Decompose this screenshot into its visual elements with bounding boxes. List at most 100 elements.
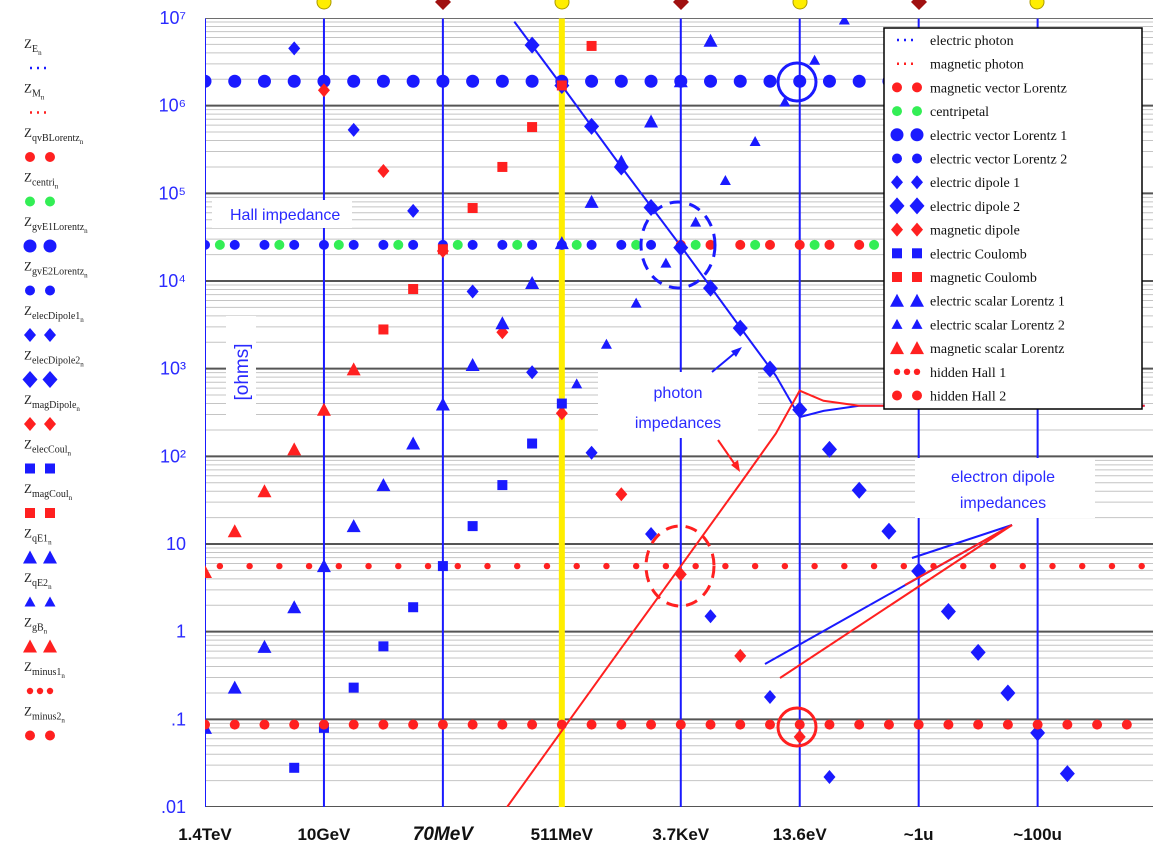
data-point <box>408 602 419 613</box>
data-point <box>703 33 718 47</box>
symbol-sub: qvBLorentz <box>32 133 80 144</box>
data-point <box>348 682 359 693</box>
data-point <box>495 74 509 88</box>
data-point <box>527 122 538 133</box>
legend-swatch <box>911 222 923 237</box>
annotation: electron dipole <box>951 469 1055 486</box>
data-point <box>940 602 956 620</box>
legend-label: hidden Hall 1 <box>930 366 1006 381</box>
data-point <box>246 562 253 570</box>
data-point <box>1000 684 1016 702</box>
annotation: impedances <box>635 415 721 432</box>
data-point <box>1079 562 1086 570</box>
annotation: impedances <box>960 495 1046 512</box>
data-point <box>1121 719 1132 730</box>
y-tick-label: 10³ <box>160 359 186 379</box>
data-point <box>821 440 837 458</box>
annotation-bg <box>212 200 352 228</box>
legend-swatch <box>913 368 921 375</box>
y-tick-label: 10⁶ <box>159 96 186 116</box>
symbol-label: ZelecCouln <box>24 437 72 458</box>
symbol-subsub: n <box>61 672 65 680</box>
data-point <box>317 83 330 98</box>
data-point <box>467 239 478 250</box>
data-point <box>525 74 539 88</box>
symbol-main: Z <box>24 481 32 496</box>
data-point <box>497 719 508 730</box>
data-point <box>525 275 540 289</box>
data-point <box>705 719 716 730</box>
axes: .01 .1 1 10 10² 10³ 10⁴ 10⁵ 10⁶ 10⁷ 1.4TeV 10GeV 70M… <box>158 8 1062 843</box>
data-point <box>571 378 583 389</box>
top-marker <box>911 0 927 10</box>
data-point <box>287 74 301 88</box>
symbol-label: ZgBn <box>24 615 48 636</box>
data-point <box>792 401 808 419</box>
data-point <box>913 719 924 730</box>
symbol-main: Z <box>24 526 32 541</box>
data-point <box>851 481 867 499</box>
data-point <box>527 719 538 730</box>
data-point <box>316 402 331 416</box>
data-point <box>841 562 848 570</box>
data-point <box>824 719 835 730</box>
data-point <box>407 203 420 218</box>
legend-label: magnetic vector Lorentz <box>930 81 1067 96</box>
data-point <box>452 239 463 250</box>
legend-swatch <box>910 293 924 307</box>
data-point <box>732 319 748 337</box>
legend-swatch <box>44 596 56 607</box>
symbol-main: Z <box>24 704 32 719</box>
data-point <box>408 284 419 295</box>
data-point <box>704 74 718 88</box>
data-point <box>793 74 807 88</box>
legend-swatch <box>892 153 902 164</box>
legend-swatch <box>25 508 35 518</box>
annotation: Hall impedance <box>230 207 340 224</box>
x-tick-label: 10GeV <box>297 825 351 843</box>
symbol-main: Z <box>24 348 32 363</box>
legend-swatch <box>890 341 904 355</box>
symbol-subsub: n <box>80 316 84 324</box>
legend-swatch <box>912 82 922 93</box>
data-point <box>616 239 627 250</box>
data-point <box>1108 562 1116 570</box>
data-point <box>571 239 582 250</box>
legend-label: hidden Hall 2 <box>930 390 1006 405</box>
legend-swatch <box>892 82 902 93</box>
legend-swatch <box>43 239 57 253</box>
legend-label: electric dipole 2 <box>930 200 1020 215</box>
data-point <box>673 74 688 88</box>
legend-swatch <box>24 417 36 431</box>
data-point <box>644 74 658 88</box>
pointer <box>779 524 1013 679</box>
data-point <box>763 74 777 88</box>
data-point <box>436 74 450 88</box>
symbol-subsub: n <box>61 717 65 725</box>
data-point <box>318 239 329 250</box>
data-point <box>205 239 210 250</box>
data-point <box>630 297 642 308</box>
legend-label: electric scalar Lorentz 1 <box>930 295 1065 310</box>
legend-swatch <box>25 463 35 474</box>
symbol-sub: E <box>32 44 38 55</box>
legend-swatch <box>912 153 922 164</box>
symbol-sub: qE2 <box>32 578 48 589</box>
data-point <box>257 639 272 653</box>
y-tick-label: 10⁷ <box>159 8 186 28</box>
symbol-main: Z <box>24 125 32 140</box>
x-tick-label: 511MeV <box>531 825 594 843</box>
data-point <box>378 641 389 652</box>
data-point <box>735 719 746 730</box>
data-point <box>365 562 372 570</box>
data-point <box>644 114 659 128</box>
legend-swatch <box>25 730 35 741</box>
data-point <box>675 719 686 730</box>
symbol-label: ZmagCouln <box>24 481 73 502</box>
data-point <box>227 524 242 538</box>
data-point <box>735 239 746 250</box>
legend-swatch <box>892 248 902 259</box>
data-point <box>229 719 240 730</box>
data-point <box>406 74 420 88</box>
legend-swatch <box>890 293 904 307</box>
